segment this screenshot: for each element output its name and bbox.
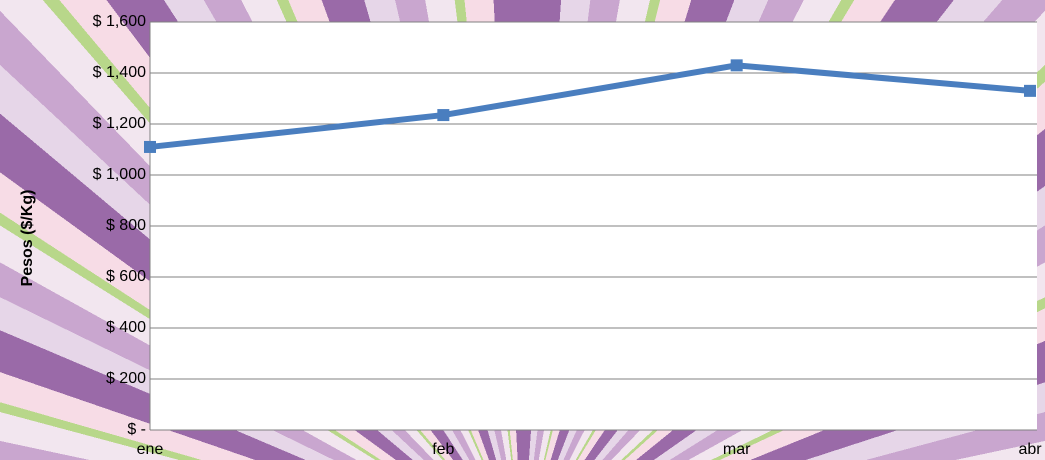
x-tick-label: ene	[137, 441, 164, 458]
marker	[1024, 84, 1036, 97]
marker	[144, 140, 156, 153]
y-tick-label: $ -	[127, 421, 146, 438]
x-tick-label: mar	[723, 441, 751, 458]
x-tick-label: feb	[432, 441, 454, 458]
y-tick-label: $ 200	[106, 370, 146, 387]
y-tick-label: $ 1,000	[93, 166, 146, 183]
marker	[730, 59, 743, 72]
y-tick-label: $ 1,600	[93, 13, 146, 30]
line	[149, 62, 1031, 150]
marker	[437, 109, 450, 122]
x-tick-label: abr	[1018, 441, 1042, 458]
y-tick-label: $ 400	[106, 319, 146, 336]
y-tick-label: $ 1,400	[93, 64, 146, 81]
y-axis-label: Pesos ($/Kg)	[19, 190, 36, 287]
y-tick-label: $ 600	[106, 268, 146, 285]
y-tick-label: $ 800	[106, 217, 146, 234]
y-tick-label: $ 1,200	[93, 115, 146, 132]
